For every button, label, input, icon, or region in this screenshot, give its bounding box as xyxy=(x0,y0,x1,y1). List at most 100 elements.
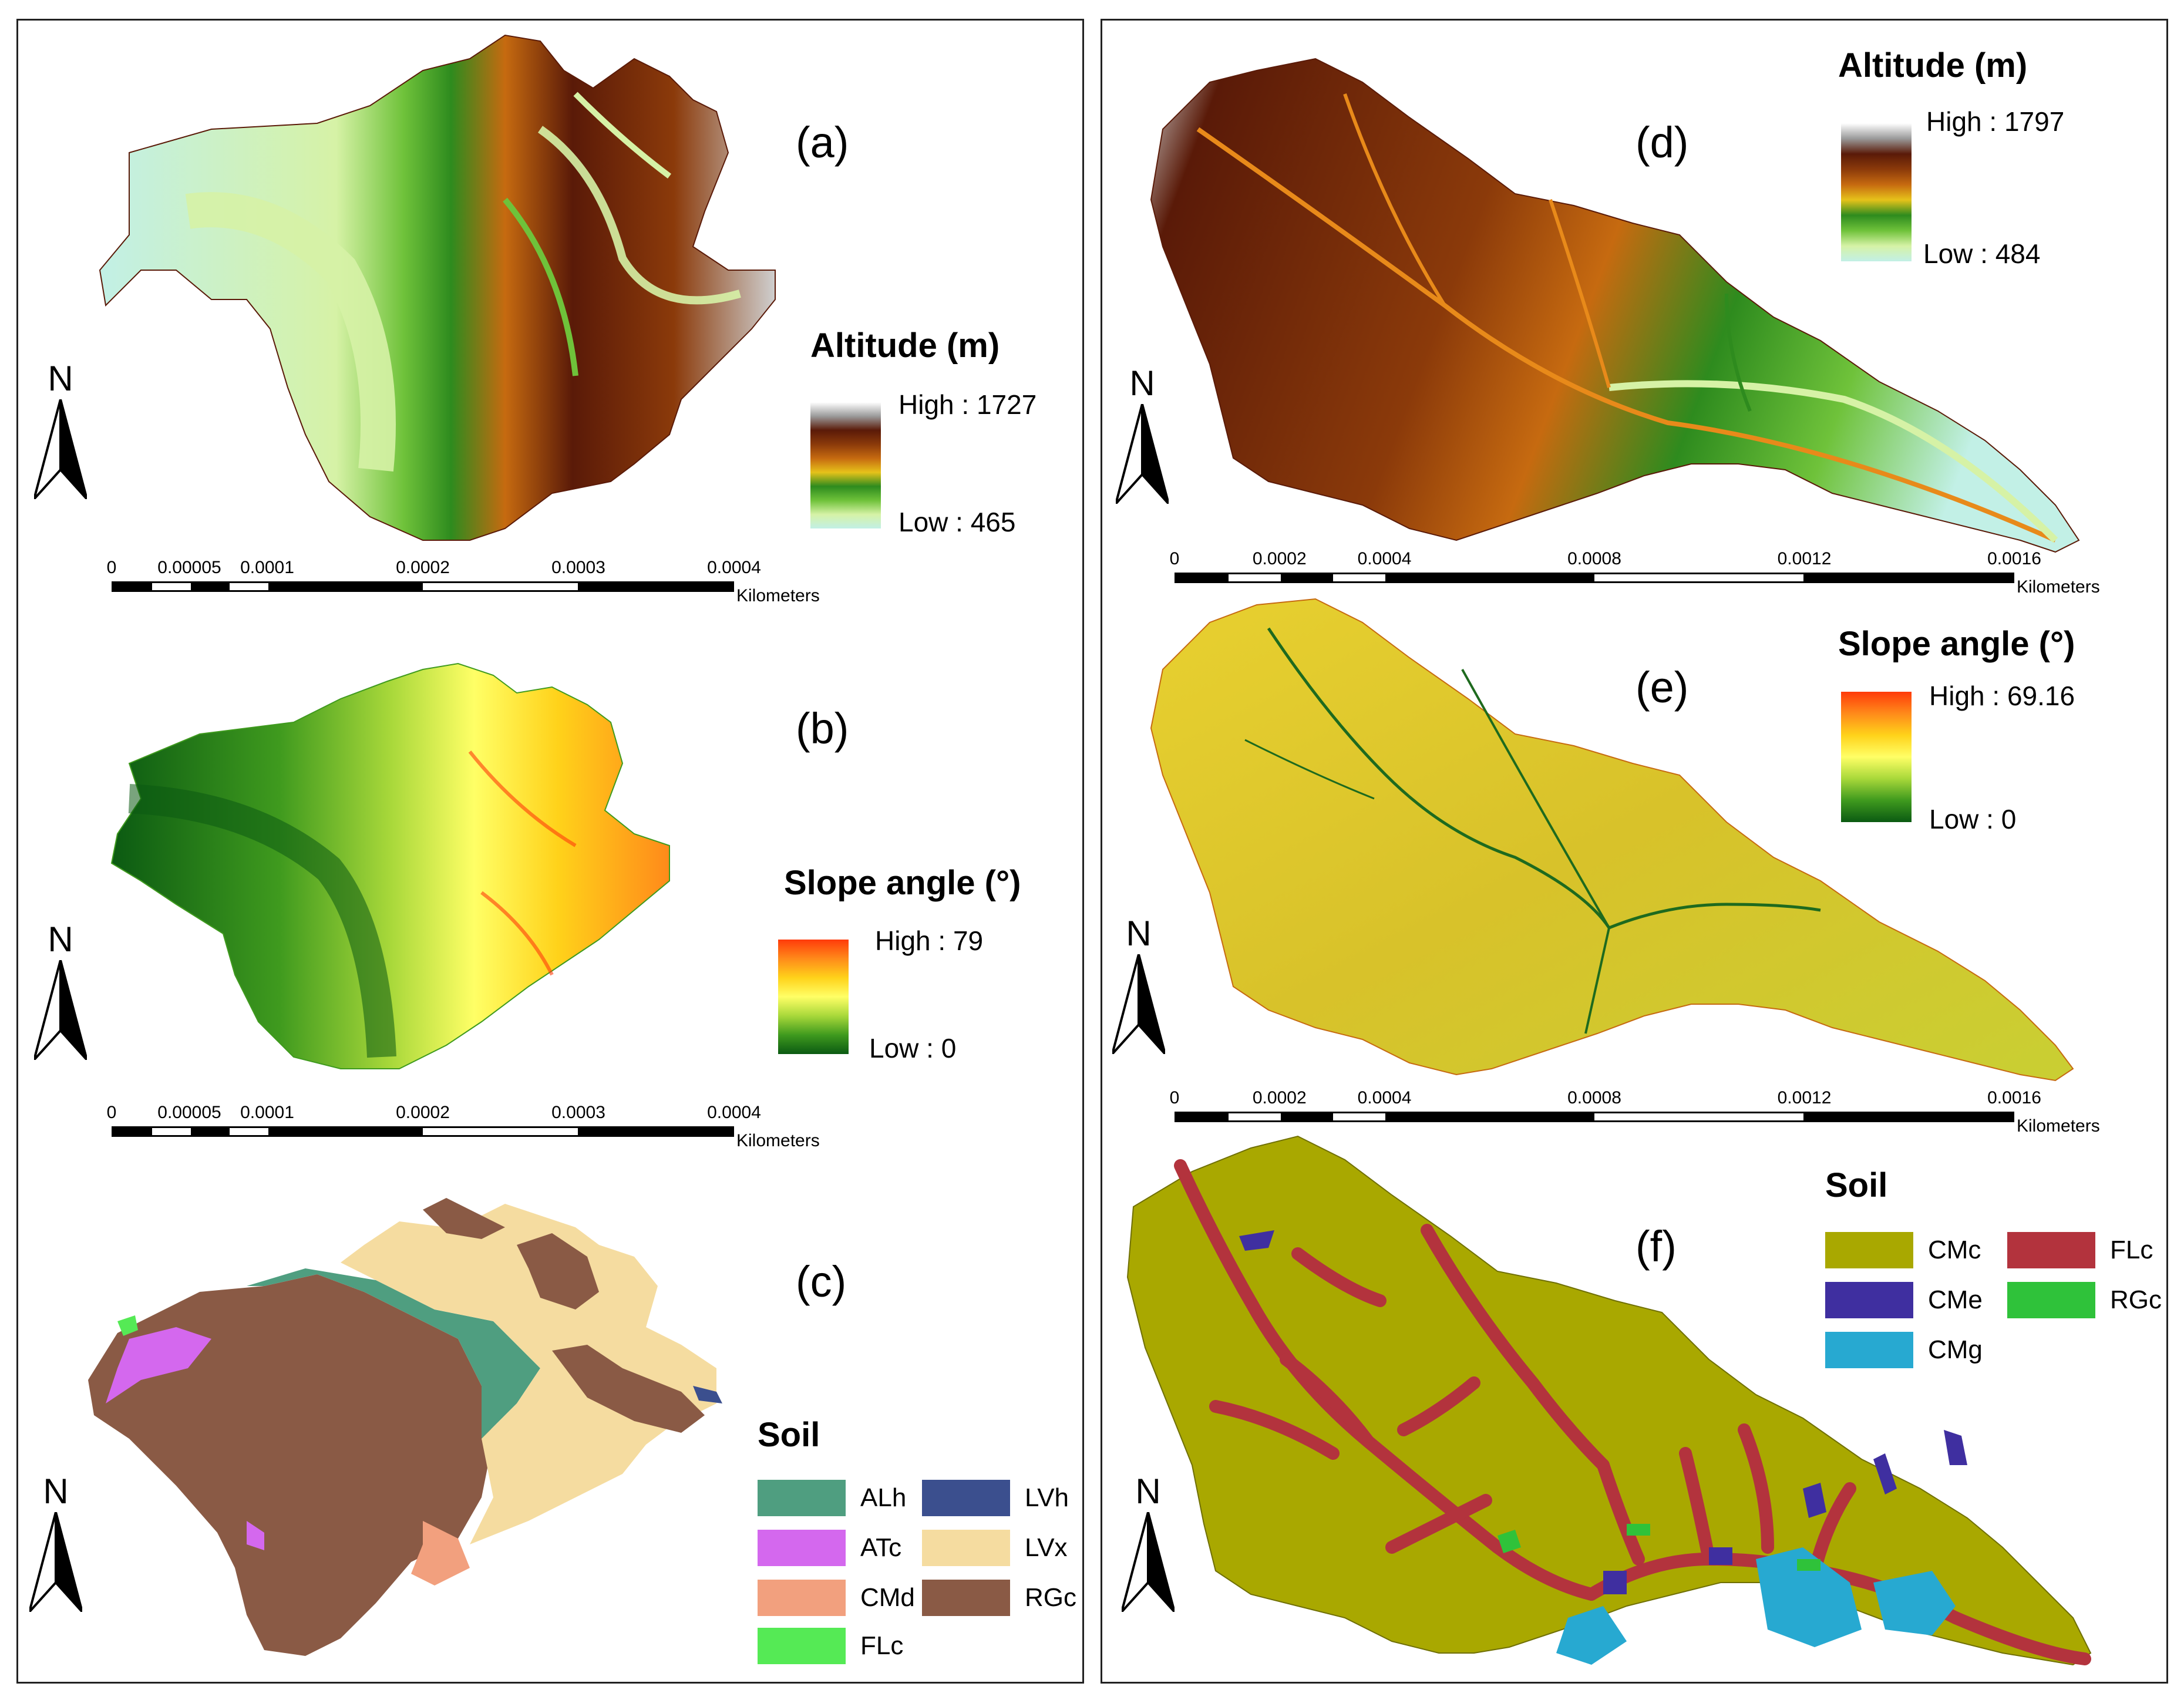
slope-legend-title-b: Slope angle (°) xyxy=(784,864,1021,902)
soil-label-lvh: LVh xyxy=(1025,1483,1069,1512)
soil-map-c xyxy=(88,1198,722,1656)
north-arrow-e: N xyxy=(1106,913,1171,1054)
altitude-map-d xyxy=(1150,58,2080,553)
scale-tick-label: 0.0002 xyxy=(1252,549,1307,568)
scale-tick-label: 0.0002 xyxy=(396,558,450,577)
scale-tick-label: 0.0002 xyxy=(396,1103,450,1122)
soil-label-cmg: CMg xyxy=(1928,1335,1983,1364)
north-letter: N xyxy=(48,359,73,398)
soil-label-cme: CMe xyxy=(1928,1285,1983,1314)
altitude-legend-title-a: Altitude (m) xyxy=(810,326,1000,365)
panel-label-d: (d) xyxy=(1636,118,1689,167)
scale-tick-label: 0.0012 xyxy=(1777,1088,1832,1107)
scale-tick-label: 0 xyxy=(1169,549,1180,568)
soil-swatch-rgc xyxy=(922,1580,1010,1616)
scale-tick-label: 0.0016 xyxy=(1987,549,2041,568)
scale-tick-label: 0.0003 xyxy=(551,558,605,577)
soil-label-flc: FLc xyxy=(860,1631,904,1660)
north-arrow-icon xyxy=(1112,954,1165,1054)
scale-tick-label: 0 xyxy=(1169,1088,1180,1107)
scale-bar-segment xyxy=(190,583,230,590)
scale-bar-segment xyxy=(1176,574,1229,581)
altitude-ramp-d xyxy=(1841,123,1912,261)
altitude-legend-title-d: Altitude (m) xyxy=(1838,46,2028,85)
north-arrow-icon xyxy=(1116,404,1169,504)
scale-bar-graphic xyxy=(1175,1112,2014,1122)
scale-tick-label: 0.0004 xyxy=(707,1103,761,1122)
scale-bar-graphic xyxy=(112,1126,734,1137)
panel-label-f: (f) xyxy=(1636,1222,1677,1271)
scale-tick-label: 0.0001 xyxy=(240,1103,294,1122)
slope-high-b: High : 79 xyxy=(875,925,984,956)
scale-tick-label: 0.0004 xyxy=(1357,549,1412,568)
scale-bar-graphic xyxy=(1175,573,2014,583)
scale-tick-label: 0.0004 xyxy=(1357,1088,1412,1107)
soil-label-rgc: RGc xyxy=(2110,1285,2162,1314)
panel-label-a: (a) xyxy=(796,118,849,167)
scalebar-d: 0 0.0002 0.0004 0.0008 0.0012 0.0016 Kilometer… xyxy=(0,549,2114,602)
altitude-high-a: High : 1727 xyxy=(898,389,1037,420)
altitude-low-d: Low : 484 xyxy=(1923,238,2041,269)
altitude-high-d: High : 1797 xyxy=(1926,106,2065,137)
scale-bar-segment xyxy=(1176,1113,1229,1120)
soil-swatch-lvx xyxy=(922,1530,1010,1566)
soil-swatch-rgc xyxy=(2007,1282,2095,1318)
panel-label-b: (b) xyxy=(796,704,849,753)
soil-map-f xyxy=(1126,1135,2092,1666)
slope-low-e: Low : 0 xyxy=(1929,804,2017,834)
altitude-ramp-a xyxy=(810,402,881,528)
scale-tick-label: 0.0001 xyxy=(240,558,294,577)
slope-low-b: Low : 0 xyxy=(869,1033,957,1063)
slope-legend-title-e: Slope angle (°) xyxy=(1838,625,2075,663)
soil-swatch-flc xyxy=(758,1628,846,1664)
scale-units-label: Kilometers xyxy=(736,586,820,605)
scale-bar-segment xyxy=(1281,574,1333,581)
north-arrow-d: N xyxy=(1110,363,1175,504)
scale-tick-label: 0.00005 xyxy=(157,1103,221,1122)
scalebar-e: 0 0.0002 0.0004 0.0008 0.0012 0.0016 Kilometer… xyxy=(0,1088,2114,1141)
scale-tick-label: 0 xyxy=(106,1103,117,1122)
scale-bar-segment xyxy=(1803,1113,2013,1120)
scale-units-label: Kilometers xyxy=(736,1131,820,1150)
scale-bar-segment xyxy=(1385,1113,1594,1120)
panel-label-c: (c) xyxy=(796,1257,847,1306)
north-letter: N xyxy=(1129,363,1155,403)
north-arrow-icon xyxy=(34,960,87,1060)
soil-swatch-cme xyxy=(1825,1282,1913,1318)
north-arrow-icon xyxy=(29,1512,82,1612)
soil-swatch-cmc xyxy=(1825,1232,1913,1268)
soil-legend-title-f: Soil xyxy=(1825,1166,1888,1204)
soil-label-cmc: CMc xyxy=(1928,1236,1981,1264)
north-arrow-icon xyxy=(34,399,87,499)
soil-label-alh: ALh xyxy=(860,1483,907,1512)
scalebar-b: 0 0.00005 0.0001 0.0002 0.0003 0.0004 Kilomete… xyxy=(0,1103,881,1156)
slope-high-e: High : 69.16 xyxy=(1929,681,2075,711)
slope-ramp-b xyxy=(778,940,849,1054)
scale-bar-segment xyxy=(1803,574,2013,581)
scalebar-a: 0 0.00005 0.0001 0.0002 0.0003 0.0004 Kilomete… xyxy=(0,558,881,611)
scale-units-label: Kilometers xyxy=(2017,1116,2100,1136)
scale-tick-label: 0.0012 xyxy=(1777,549,1832,568)
soil-swatch-cmg xyxy=(1825,1332,1913,1368)
soil-swatch-alh xyxy=(758,1480,846,1516)
north-arrow-a: N xyxy=(28,358,93,499)
scale-bar-segment xyxy=(1385,574,1594,581)
soil-swatch-cmd xyxy=(758,1580,846,1616)
scale-bar-segment xyxy=(113,583,152,590)
scale-bar-segment xyxy=(268,583,423,590)
soil-label-cmd: CMd xyxy=(860,1583,915,1612)
slope-map-b xyxy=(110,662,670,1069)
scale-tick-label: 0.0016 xyxy=(1987,1088,2041,1107)
scale-tick-label: 0.0003 xyxy=(551,1103,605,1122)
scale-bar-segment xyxy=(577,1128,732,1135)
soil-label-flc: FLc xyxy=(2110,1236,2153,1264)
north-letter: N xyxy=(1126,914,1152,953)
soil-legend-title-c: Soil xyxy=(758,1416,820,1454)
panel-label-e: (e) xyxy=(1636,663,1689,712)
scale-bar-segment xyxy=(113,1128,152,1135)
scale-bar-segment xyxy=(268,1128,423,1135)
soil-swatch-flc xyxy=(2007,1232,2095,1268)
soil-label-rgc: RGc xyxy=(1025,1583,1076,1612)
north-arrow-f: N xyxy=(1116,1471,1180,1612)
scale-tick-label: 0 xyxy=(106,558,117,577)
